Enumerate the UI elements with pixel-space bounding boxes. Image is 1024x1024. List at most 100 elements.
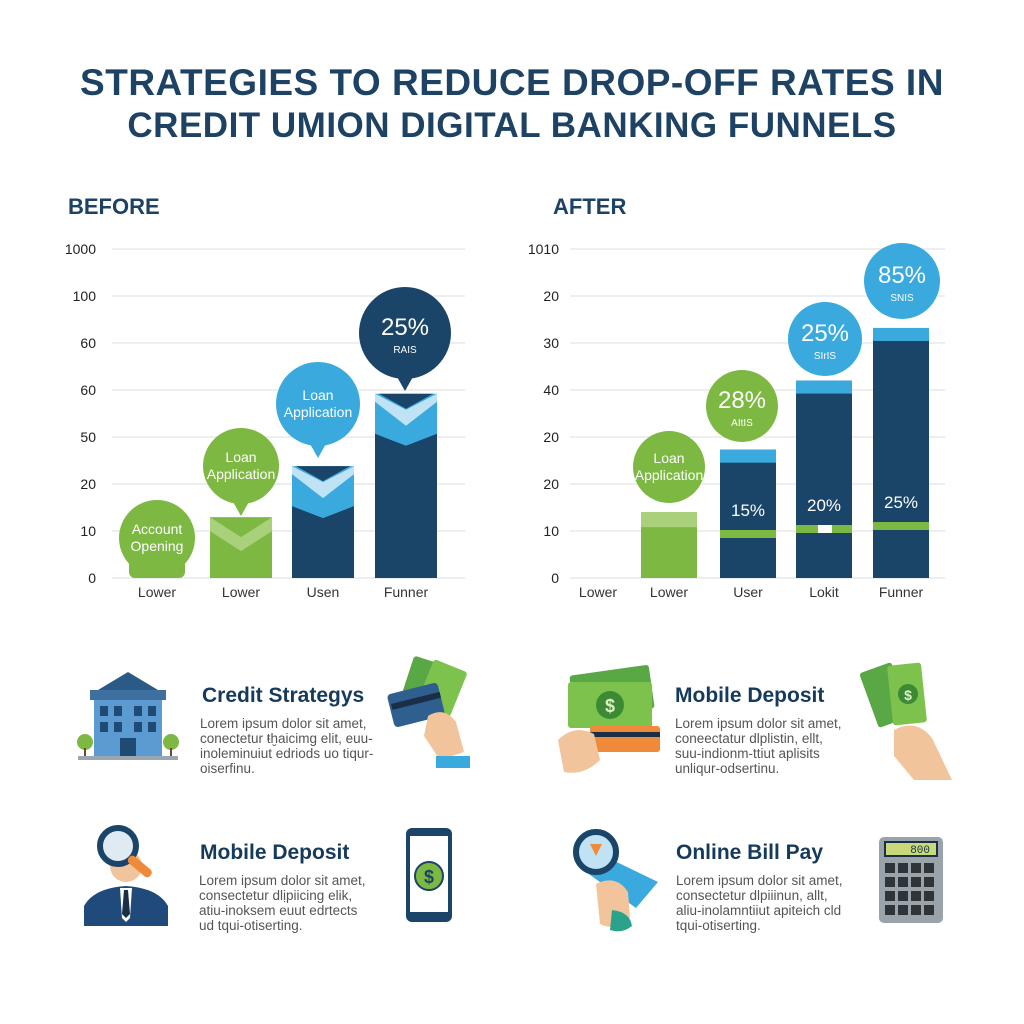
calculator-display: 800 bbox=[910, 845, 930, 857]
cash-card-hand-icon: $ bbox=[558, 665, 660, 773]
svg-text:$: $ bbox=[424, 867, 434, 887]
section-body-online-bill-pay: Lorem ipsum dolor sit amet, consectetur … bbox=[676, 873, 843, 933]
bank-building-icon bbox=[77, 672, 179, 760]
y-tick-label: 0 bbox=[551, 570, 559, 586]
bubble bbox=[203, 428, 279, 504]
bar-chevron-notch bbox=[296, 466, 350, 482]
bubble-label: 25% bbox=[381, 314, 429, 341]
x-tick-label: Usen bbox=[307, 584, 340, 600]
bar-chevron bbox=[292, 466, 354, 499]
section-title-online-bill-pay: Online Bill Pay bbox=[676, 841, 824, 864]
section-body-mobile-deposit-right: Lorem ipsum dolor sit amet, coneectatur … bbox=[675, 716, 842, 776]
bubble-label: 28% bbox=[718, 387, 766, 414]
bar bbox=[873, 327, 929, 578]
bubble bbox=[119, 500, 195, 576]
businessman-magnifier-icon bbox=[84, 825, 168, 926]
bubble-pointer bbox=[396, 375, 414, 391]
x-tick-label: Lokit bbox=[809, 584, 839, 600]
y-tick-label: 1010 bbox=[528, 241, 559, 257]
svg-text:$: $ bbox=[904, 687, 912, 703]
calculator-key bbox=[898, 905, 908, 915]
bar bbox=[796, 380, 852, 578]
bar-cap bbox=[720, 449, 776, 463]
svg-text:$: $ bbox=[605, 696, 615, 716]
smartphone-dollar-icon: $ bbox=[406, 828, 452, 922]
bubble-sublabel: SIrIS bbox=[814, 351, 837, 362]
bubble-label: Account bbox=[132, 521, 183, 537]
y-tick-label: 20 bbox=[543, 288, 559, 304]
calculator-key bbox=[885, 863, 895, 873]
bar-cap bbox=[796, 380, 852, 394]
after-chart: 0 10 20 20 40 30 20 1010 Lower Lower LoanApplicati… bbox=[528, 241, 945, 600]
calculator-key bbox=[924, 905, 934, 915]
calculator-key bbox=[911, 863, 921, 873]
y-tick-label: 10 bbox=[543, 523, 559, 539]
bar-cap bbox=[873, 327, 929, 341]
bar-stripe bbox=[720, 530, 776, 538]
section-body-credit-strategies: Lorem ipsum dolor sit amet, conectetur ŧ… bbox=[200, 716, 374, 776]
calculator-key bbox=[924, 863, 934, 873]
section-title-mobile-deposit-right: Mobile Deposit bbox=[675, 684, 825, 707]
bar-inner-label: 25% bbox=[884, 493, 918, 512]
magnifier-hand-icon bbox=[573, 829, 658, 932]
calculator-icon: 800 bbox=[879, 837, 943, 923]
bar-chevron bbox=[210, 517, 272, 552]
calculator-key bbox=[885, 877, 895, 887]
bubble-sublabel: AItIS bbox=[731, 418, 753, 429]
x-tick-label: Lower bbox=[222, 584, 260, 600]
calculator-key bbox=[924, 877, 934, 887]
bubble bbox=[706, 370, 778, 442]
bubble-label: Loan bbox=[302, 387, 333, 403]
y-tick-label: 100 bbox=[73, 288, 97, 304]
calculator-key bbox=[885, 905, 895, 915]
y-tick-label: 60 bbox=[80, 335, 96, 351]
calculator-key bbox=[911, 877, 921, 887]
y-tick-label: 1000 bbox=[65, 241, 96, 257]
y-tick-label: 30 bbox=[543, 335, 559, 351]
x-tick-label: Lower bbox=[650, 584, 688, 600]
section-title-credit-strategies: Credit Strategys bbox=[202, 684, 365, 707]
bubble bbox=[788, 302, 862, 376]
x-tick-label: Funner bbox=[384, 584, 429, 600]
bubble bbox=[276, 362, 360, 446]
bubble-label: Loan bbox=[653, 450, 684, 466]
y-tick-label: 50 bbox=[80, 429, 96, 445]
x-tick-label: Lower bbox=[579, 584, 617, 600]
bar-inner-label: 15% bbox=[731, 501, 765, 520]
section-title-mobile-deposit-left: Mobile Deposit bbox=[200, 841, 350, 864]
calculator-key bbox=[924, 891, 934, 901]
y-tick-label: 10 bbox=[80, 523, 96, 539]
y-tick-label: 60 bbox=[80, 382, 96, 398]
calculator-key bbox=[898, 891, 908, 901]
cash-hand-icon: $ bbox=[860, 662, 952, 780]
bar-chevron bbox=[375, 393, 437, 426]
bubble-pointer bbox=[309, 442, 327, 458]
bubble-sublabel: RAIS bbox=[393, 345, 417, 356]
bubble-label: 85% bbox=[878, 262, 926, 289]
bar-stripe bbox=[873, 522, 929, 530]
bubble-sublabel: Opening bbox=[131, 538, 184, 554]
bubble-sublabel: SNIS bbox=[890, 293, 914, 304]
bubble bbox=[864, 243, 940, 319]
bubble bbox=[633, 431, 705, 503]
bar-lower-segment bbox=[375, 433, 437, 578]
bubble-sublabel: Application bbox=[284, 404, 353, 420]
x-tick-label: Lower bbox=[138, 584, 176, 600]
bubble-sublabel: Application bbox=[207, 466, 276, 482]
bar-chevron-notch bbox=[379, 393, 433, 409]
bar-stripe-gap bbox=[818, 525, 832, 533]
calculator-key bbox=[911, 891, 921, 901]
x-tick-label: User bbox=[733, 584, 763, 600]
after-label: AFTER bbox=[553, 194, 627, 219]
calculator-key bbox=[911, 905, 921, 915]
section-body-mobile-deposit-left: Lorem ipsum dolor sit amet, consectetur … bbox=[199, 873, 366, 933]
calculator-key bbox=[885, 891, 895, 901]
y-tick-label: 40 bbox=[543, 382, 559, 398]
bubble-pointer bbox=[232, 500, 250, 516]
bubble-sublabel: Application bbox=[635, 467, 704, 483]
card-payment-hand-icon bbox=[387, 656, 470, 768]
y-tick-label: 20 bbox=[543, 476, 559, 492]
bubble-label: 25% bbox=[801, 320, 849, 347]
x-tick-label: Funner bbox=[879, 584, 924, 600]
